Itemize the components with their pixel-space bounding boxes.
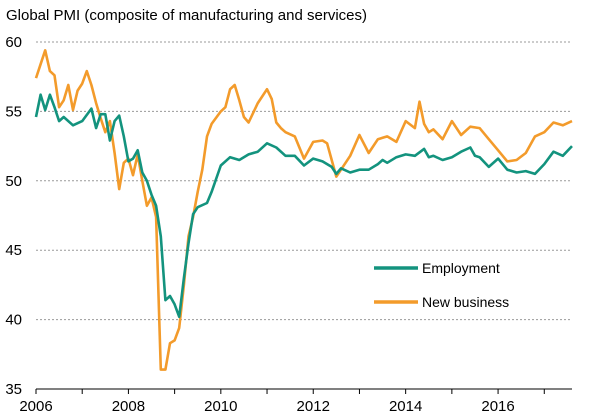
grid-lines (36, 41, 572, 321)
series-lines (34, 48, 573, 371)
series-line-employment (34, 93, 573, 319)
y-tick-labels: 35 40 45 50 55 60 (5, 34, 22, 398)
y-tick-label: 35 (5, 381, 22, 398)
x-tick-label: 2012 (297, 398, 330, 415)
y-tick-label: 45 (5, 242, 22, 259)
x-tick-labels: 2006 2008 2010 2012 2014 2016 (19, 398, 514, 415)
y-tick-label: 50 (5, 173, 22, 190)
legend-label-new-business: New business (422, 294, 509, 310)
series-line-new-business (34, 48, 573, 371)
y-tick-label: 55 (5, 103, 22, 120)
y-tick-label: 60 (5, 34, 22, 51)
x-tick-label: 2016 (481, 398, 514, 415)
x-tick-marks (35, 389, 545, 394)
x-tick-label: 2006 (19, 398, 52, 415)
y-tick-label: 40 (5, 312, 22, 329)
legend-label-employment: Employment (422, 260, 500, 276)
x-tick-label: 2010 (204, 398, 237, 415)
x-tick-label: 2008 (112, 398, 145, 415)
x-tick-label: 2014 (389, 398, 422, 415)
chart-title: Global PMI (composite of manufacturing a… (6, 7, 367, 24)
legend: Employment New business (374, 260, 509, 310)
